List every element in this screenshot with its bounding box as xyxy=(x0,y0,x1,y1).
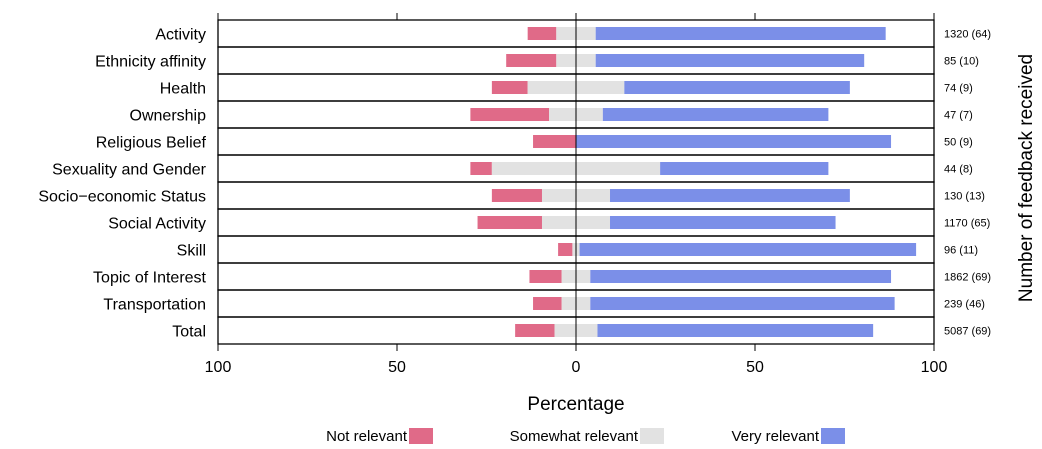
feedback-count-label: 74 (9) xyxy=(944,83,973,95)
category-label: Health xyxy=(160,81,206,98)
bar-not-relevant xyxy=(558,243,573,256)
legend-swatch xyxy=(640,428,664,444)
bar-very-relevant xyxy=(624,81,850,94)
x-axis-title: Percentage xyxy=(527,394,624,415)
bar-not-relevant xyxy=(529,270,562,283)
legend-label: Not relevant xyxy=(326,428,408,445)
feedback-count-label: 44 (8) xyxy=(944,164,973,176)
bar-not-relevant xyxy=(477,216,542,229)
bar-very-relevant xyxy=(595,54,865,67)
feedback-count-label: 5087 (69) xyxy=(944,326,991,338)
bar-very-relevant xyxy=(597,324,874,337)
bar-very-relevant xyxy=(576,135,892,148)
category-label: Religious Belief xyxy=(96,135,207,152)
feedback-count-label: 130 (13) xyxy=(944,191,985,203)
category-label: Skill xyxy=(177,243,206,260)
feedback-count-label: 85 (10) xyxy=(944,56,979,68)
feedback-count-label: 96 (11) xyxy=(944,245,978,257)
bar-very-relevant xyxy=(595,27,886,40)
feedback-count-label: 1170 (65) xyxy=(944,218,990,230)
category-label: Activity xyxy=(155,27,206,44)
feedback-count-label: 1862 (69) xyxy=(944,272,991,284)
bar-not-relevant xyxy=(533,135,576,148)
feedback-count-label: 1320 (64) xyxy=(944,29,991,41)
bar-not-relevant xyxy=(533,297,562,310)
bar-very-relevant xyxy=(610,189,850,202)
category-label: Social Activity xyxy=(108,216,206,233)
feedback-count-label: 50 (9) xyxy=(944,137,973,149)
bar-very-relevant xyxy=(579,243,917,256)
bar-very-relevant xyxy=(660,162,829,175)
x-tick-label: 100 xyxy=(921,359,948,376)
feedback-count-label: 239 (46) xyxy=(944,299,985,311)
plot-frame: 100 50 0 50 100 xyxy=(205,13,948,376)
bar-very-relevant xyxy=(590,270,892,283)
x-tick-label: 50 xyxy=(746,359,764,376)
category-label: Topic of Interest xyxy=(93,270,207,287)
legend: Not relevant Somewhat relevant Very releva… xyxy=(326,428,845,445)
category-label: Sexuality and Gender xyxy=(52,162,207,179)
labels-layer: Activity 1320 (64) Ethnicity affinity 85 (1… xyxy=(38,27,991,341)
legend-swatch xyxy=(821,428,845,444)
bar-not-relevant xyxy=(491,189,542,202)
category-label: Transportation xyxy=(103,297,206,314)
legend-swatch xyxy=(409,428,433,444)
x-tick-label: 0 xyxy=(572,359,581,376)
bar-very-relevant xyxy=(590,297,895,310)
bar-not-relevant xyxy=(527,27,557,40)
category-label: Ownership xyxy=(130,108,207,125)
legend-label: Very relevant xyxy=(731,428,819,445)
feedback-count-label: 47 (7) xyxy=(944,110,973,122)
legend-label: Somewhat relevant xyxy=(510,428,639,445)
bar-very-relevant xyxy=(602,108,829,121)
bar-very-relevant xyxy=(610,216,836,229)
bar-not-relevant xyxy=(506,54,557,67)
category-label: Ethnicity affinity xyxy=(95,54,206,71)
bar-not-relevant xyxy=(515,324,555,337)
x-tick-label: 100 xyxy=(205,359,232,376)
y2-axis-title: Number of feedback received xyxy=(1016,54,1037,302)
x-tick-label: 50 xyxy=(388,359,406,376)
bar-not-relevant xyxy=(491,81,528,94)
bars-layer xyxy=(470,27,917,337)
category-label: Socio−economic Status xyxy=(38,189,206,206)
category-label: Total xyxy=(172,324,206,341)
bar-not-relevant xyxy=(470,108,550,121)
bar-not-relevant xyxy=(470,162,492,175)
